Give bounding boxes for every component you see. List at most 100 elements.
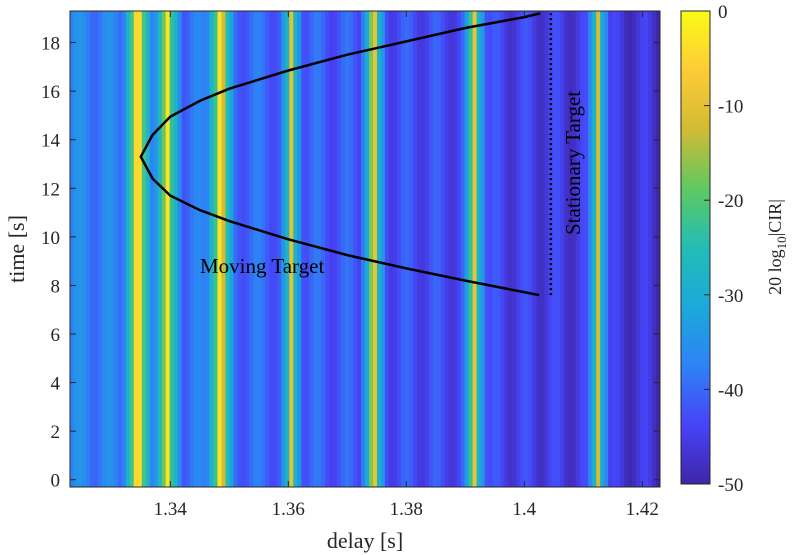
heatmap-column (380, 11, 386, 487)
heatmap-column (89, 11, 95, 487)
colorbar-tick-label: -30 (718, 286, 743, 307)
colorbar: 0 -10 -20 -30 -40 -50 20 log10|CIR| (680, 2, 789, 496)
heatmap-column (265, 11, 270, 487)
stationary-target-label: Stationary Target (561, 91, 585, 235)
heatmap-column (480, 11, 486, 487)
heatmap-column (185, 11, 191, 487)
heatmap-column (93, 11, 99, 487)
y-tick-label: 18 (41, 34, 60, 55)
heatmap-column (428, 11, 434, 487)
heatmap-column (624, 11, 629, 487)
heatmap-column (384, 11, 390, 487)
heatmap-column (253, 11, 258, 487)
heatmap-column (125, 11, 131, 487)
heatmap-column (281, 11, 286, 487)
heatmap-column (552, 11, 557, 487)
heatmap-column (70, 11, 75, 487)
y-tick-label: 10 (41, 228, 60, 249)
heatmap-column (233, 11, 239, 487)
heatmap-column (177, 11, 183, 487)
heatmap-column (205, 11, 211, 487)
heatmap-column (416, 11, 422, 487)
heatmap-column (512, 11, 518, 487)
x-axis-ticks: 1.34 1.36 1.38 1.4 1.42 (154, 11, 659, 520)
heatmap-column (169, 11, 175, 487)
heatmap-column (484, 11, 490, 487)
heatmap-column (648, 11, 653, 487)
y-tick-label: 16 (41, 82, 60, 103)
heatmap-column (293, 11, 298, 487)
heatmap-column (305, 11, 310, 487)
heatmap-column (301, 11, 306, 487)
heatmap-column (476, 11, 482, 487)
heatmap-column (404, 11, 410, 487)
colorbar-tick-label: -10 (718, 97, 743, 118)
colorbar-tick-label: -50 (718, 475, 743, 496)
heatmap-column (424, 11, 430, 487)
heatmap-column (432, 11, 438, 487)
heatmap-column (632, 11, 637, 487)
x-tick-label: 1.36 (272, 499, 305, 520)
heatmap-column (488, 11, 494, 487)
heatmap-column (129, 11, 135, 487)
heatmap-column (153, 11, 159, 487)
moving-target-curve (139, 12, 541, 297)
heatmap-column (592, 11, 597, 487)
y-axis-ticks: 0 2 4 6 8 10 12 14 16 18 (41, 34, 660, 492)
heatmap-column (105, 11, 111, 487)
colorbar-gradient (681, 11, 710, 484)
heatmap-column (452, 11, 458, 487)
heatmap-column (133, 11, 139, 487)
heatmap-column (97, 11, 103, 487)
heatmap-column (157, 11, 163, 487)
heatmap-column (165, 11, 171, 487)
y-tick-label: 2 (51, 422, 61, 443)
heatmap-column (536, 11, 542, 487)
heatmap-column (412, 11, 418, 487)
heatmap-column (317, 11, 322, 487)
heatmap-column (217, 11, 223, 487)
heatmap-column (337, 11, 342, 487)
heatmap-column (109, 11, 115, 487)
heatmap-column (145, 11, 151, 487)
heatmap-column (460, 11, 466, 487)
heatmap-column (392, 11, 398, 487)
heatmap-column (273, 11, 278, 487)
heatmap-column (544, 11, 549, 487)
heatmap-column (333, 11, 338, 487)
heatmap-column (181, 11, 187, 487)
heatmap-column (600, 11, 605, 487)
y-tick-label: 4 (51, 374, 61, 395)
heatmap-column (420, 11, 426, 487)
heatmap-column (448, 11, 454, 487)
heatmap-column (388, 11, 394, 487)
heatmap-column (237, 11, 243, 487)
y-tick-label: 14 (41, 131, 61, 152)
heatmap-column (396, 11, 402, 487)
heatmap-column (608, 11, 613, 487)
heatmap-column (620, 11, 625, 487)
colorbar-tick-label: -40 (718, 380, 743, 401)
heatmap-column (464, 11, 470, 487)
colorbar-tick-label: 0 (718, 2, 728, 23)
heatmap-column (604, 11, 609, 487)
heatmap-column (121, 11, 127, 487)
x-tick-label: 1.34 (154, 499, 188, 520)
heatmap-column (492, 11, 498, 487)
heatmap-column (636, 11, 641, 487)
heatmap-column (349, 11, 354, 487)
heatmap-column (113, 11, 119, 487)
heatmap-column (81, 11, 87, 487)
heatmap-column (357, 11, 362, 487)
colorbar-tick-label: -20 (718, 191, 743, 212)
heatmap-column (193, 11, 199, 487)
heatmap-column (616, 11, 621, 487)
heatmap-column (580, 11, 585, 487)
heatmap-column (149, 11, 155, 487)
heatmap-column (444, 11, 450, 487)
heatmap-column (345, 11, 350, 487)
colorbar-label: 20 log10|CIR| (765, 199, 789, 295)
heatmap-column (588, 11, 593, 487)
heatmap-column (241, 11, 247, 487)
